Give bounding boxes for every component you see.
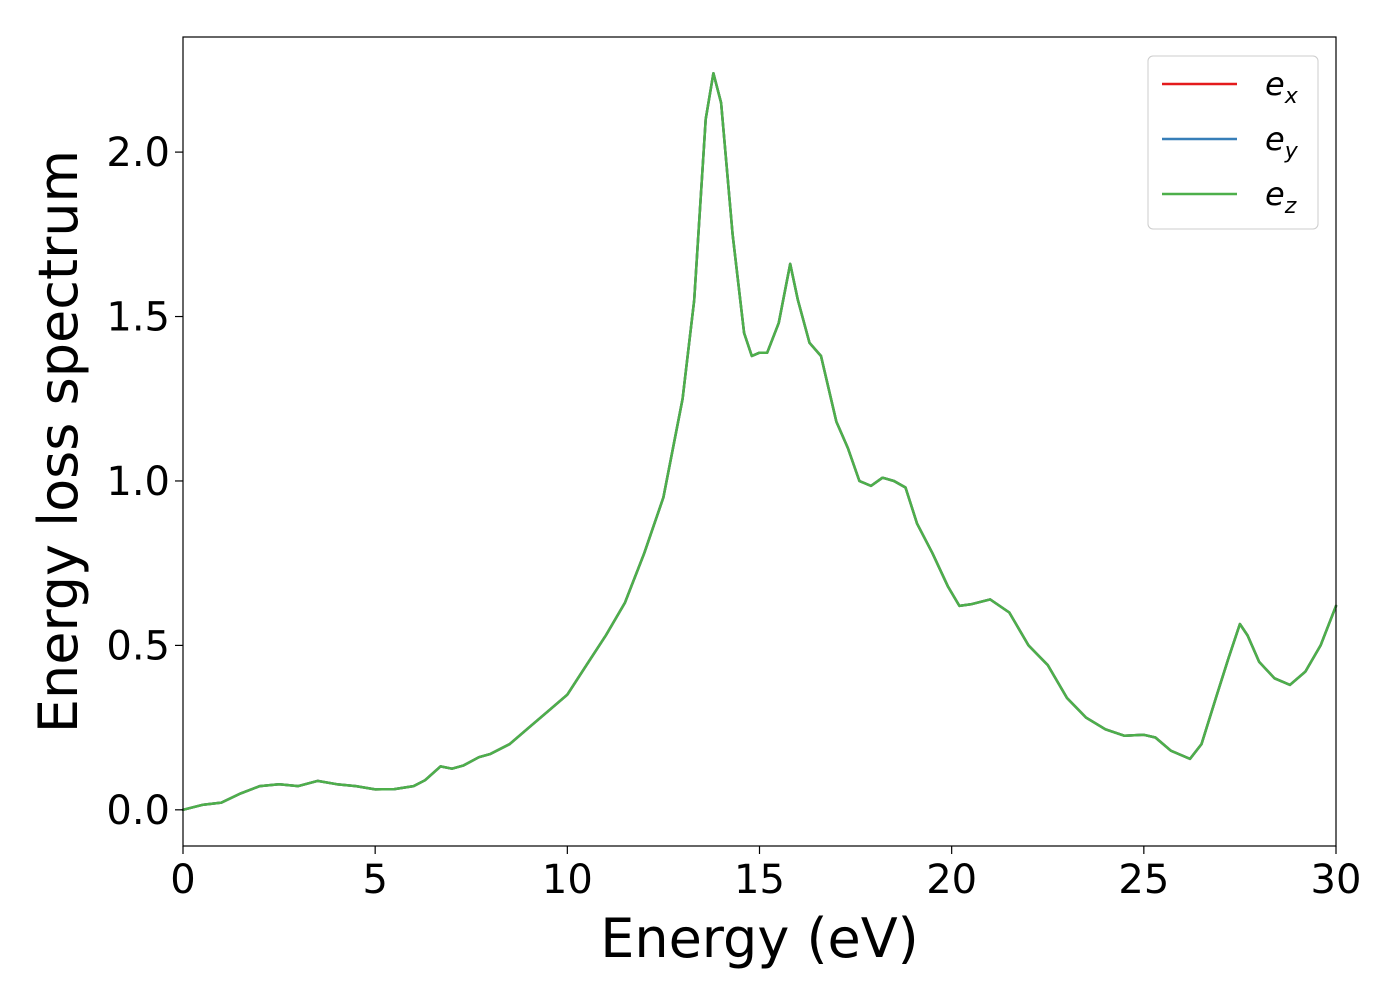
y-axis: 0.0 0.5 1.0 1.5 2.0 xyxy=(106,130,183,834)
plot-area xyxy=(183,37,1336,846)
x-tick-label: 25 xyxy=(1118,857,1169,903)
x-tick-label: 0 xyxy=(170,857,195,903)
x-tick-label: 20 xyxy=(926,857,977,903)
x-tick-label: 30 xyxy=(1311,857,1362,903)
x-tick-label: 5 xyxy=(362,857,387,903)
y-tick-label: 1.0 xyxy=(106,459,170,505)
y-tick-label: 0.5 xyxy=(106,623,170,669)
y-tick-label: 0.0 xyxy=(106,788,170,834)
y-tick-label: 1.5 xyxy=(106,295,170,341)
series-line-ez xyxy=(181,71,1338,812)
x-axis-title: Energy (eV) xyxy=(600,907,919,970)
legend-label-ey: ey xyxy=(1265,120,1299,164)
series-layer xyxy=(181,71,1338,812)
y-axis-title: Energy loss spectrum xyxy=(27,150,90,733)
x-axis: 0 5 10 15 20 25 30 xyxy=(170,846,1361,903)
y-tick-label: 2.0 xyxy=(106,130,170,176)
legend: ex ey ez xyxy=(1147,55,1319,230)
legend-box xyxy=(1147,55,1319,230)
legend-label-ez: ez xyxy=(1265,175,1297,219)
x-tick-label: 10 xyxy=(542,857,593,903)
legend-label-ex: ex xyxy=(1265,65,1299,109)
x-tick-label: 15 xyxy=(734,857,785,903)
